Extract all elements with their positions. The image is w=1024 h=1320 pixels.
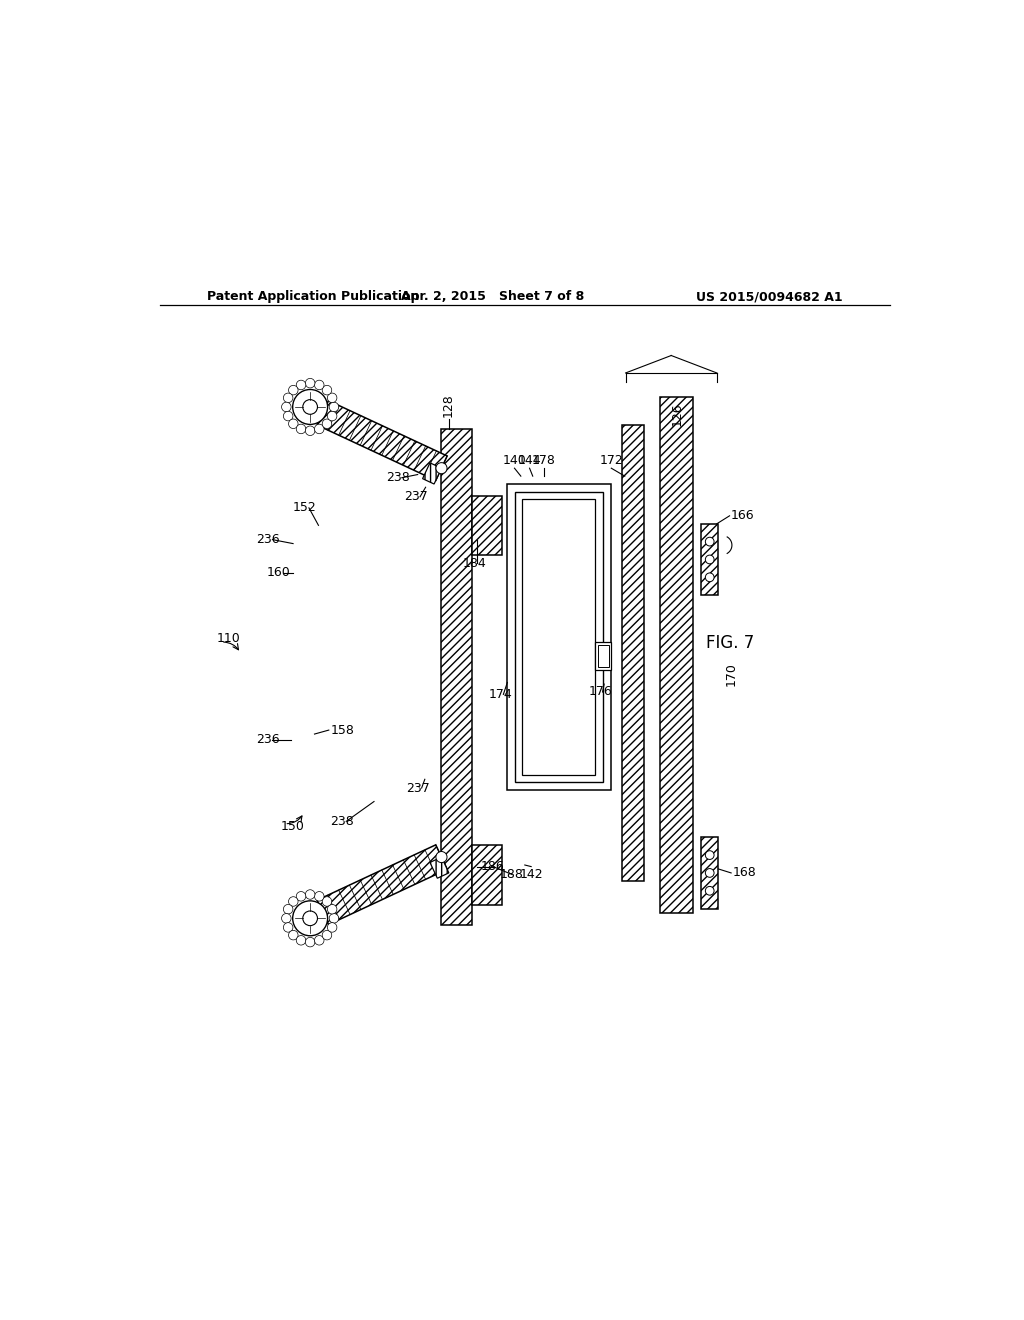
Text: US 2015/0094682 A1: US 2015/0094682 A1 xyxy=(695,290,842,304)
Circle shape xyxy=(305,426,315,436)
Circle shape xyxy=(706,850,714,859)
Circle shape xyxy=(328,904,337,913)
Circle shape xyxy=(289,931,298,940)
Circle shape xyxy=(328,412,337,421)
Text: 172: 172 xyxy=(599,454,624,467)
Polygon shape xyxy=(430,857,449,878)
Text: 140: 140 xyxy=(503,454,526,467)
Bar xyxy=(701,524,719,595)
Text: 174: 174 xyxy=(489,688,513,701)
Text: 178: 178 xyxy=(531,454,556,467)
Text: 186: 186 xyxy=(481,861,505,873)
Text: 236: 236 xyxy=(257,533,281,546)
Circle shape xyxy=(296,891,306,902)
Bar xyxy=(515,492,602,781)
Text: 236: 236 xyxy=(257,733,281,746)
Circle shape xyxy=(323,931,332,940)
Text: 110: 110 xyxy=(217,632,241,645)
Circle shape xyxy=(314,424,324,434)
Circle shape xyxy=(305,937,315,946)
Circle shape xyxy=(436,462,447,474)
Circle shape xyxy=(436,851,447,862)
Circle shape xyxy=(305,379,315,388)
Bar xyxy=(622,425,644,880)
Text: Patent Application Publication: Patent Application Publication xyxy=(207,290,420,304)
Circle shape xyxy=(284,393,293,403)
Circle shape xyxy=(296,936,306,945)
Circle shape xyxy=(328,393,337,403)
Circle shape xyxy=(323,418,332,429)
Circle shape xyxy=(282,913,291,923)
Circle shape xyxy=(314,936,324,945)
Text: 158: 158 xyxy=(331,723,354,737)
Text: 237: 237 xyxy=(406,781,429,795)
Circle shape xyxy=(329,403,339,412)
Text: Apr. 2, 2015   Sheet 7 of 8: Apr. 2, 2015 Sheet 7 of 8 xyxy=(401,290,585,304)
Circle shape xyxy=(284,923,293,932)
Circle shape xyxy=(284,412,293,421)
Bar xyxy=(659,397,693,912)
Circle shape xyxy=(303,400,317,414)
Text: 184: 184 xyxy=(463,557,486,570)
Text: 142: 142 xyxy=(519,869,543,880)
Bar xyxy=(701,837,719,908)
Text: 168: 168 xyxy=(733,866,757,879)
Polygon shape xyxy=(423,463,441,484)
Circle shape xyxy=(706,556,714,564)
Text: 166: 166 xyxy=(731,510,755,523)
Circle shape xyxy=(323,385,332,395)
Circle shape xyxy=(289,418,298,429)
Circle shape xyxy=(706,537,714,546)
Text: 176: 176 xyxy=(588,685,612,698)
Text: 152: 152 xyxy=(293,502,316,515)
Text: FIG. 7: FIG. 7 xyxy=(706,634,754,652)
Circle shape xyxy=(329,913,339,923)
Circle shape xyxy=(289,896,298,907)
Bar xyxy=(507,484,610,789)
Text: 238: 238 xyxy=(386,471,410,484)
Text: 237: 237 xyxy=(404,490,428,503)
Text: 150: 150 xyxy=(281,821,304,833)
Bar xyxy=(472,496,502,556)
Text: 144: 144 xyxy=(518,454,542,467)
Polygon shape xyxy=(317,401,447,480)
Bar xyxy=(522,499,595,775)
Bar xyxy=(595,642,611,669)
Polygon shape xyxy=(317,845,447,924)
Circle shape xyxy=(293,389,328,425)
Bar xyxy=(472,845,502,904)
Circle shape xyxy=(303,911,317,925)
Circle shape xyxy=(296,424,306,434)
Text: 170: 170 xyxy=(725,663,737,686)
Circle shape xyxy=(706,573,714,582)
Text: 128: 128 xyxy=(442,393,455,417)
Text: 160: 160 xyxy=(267,566,291,579)
Circle shape xyxy=(706,887,714,895)
Text: 188: 188 xyxy=(500,869,523,880)
Circle shape xyxy=(293,900,328,936)
Circle shape xyxy=(328,923,337,932)
Circle shape xyxy=(314,380,324,389)
Circle shape xyxy=(706,869,714,878)
Text: 238: 238 xyxy=(331,814,354,828)
Circle shape xyxy=(314,891,324,902)
Text: 126: 126 xyxy=(671,403,684,426)
Circle shape xyxy=(305,890,315,899)
Circle shape xyxy=(323,896,332,907)
Circle shape xyxy=(289,385,298,395)
Bar xyxy=(598,645,609,667)
Circle shape xyxy=(284,904,293,913)
Circle shape xyxy=(296,380,306,389)
Circle shape xyxy=(282,403,291,412)
Bar xyxy=(441,429,472,924)
